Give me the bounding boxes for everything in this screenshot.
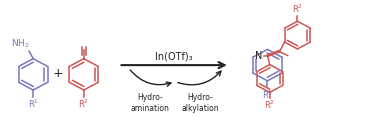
Text: R$^2$: R$^2$ (78, 97, 89, 110)
Text: In(OTf)₃: In(OTf)₃ (155, 51, 193, 61)
Text: NH$_2$: NH$_2$ (11, 38, 29, 50)
Text: R$^1$: R$^1$ (28, 97, 39, 110)
Text: R$^2$: R$^2$ (264, 99, 275, 111)
FancyArrowPatch shape (178, 71, 221, 85)
Text: Hydro-
alkylation: Hydro- alkylation (181, 93, 219, 113)
Text: Hydro-
amination: Hydro- amination (131, 93, 170, 113)
Text: R$^1$: R$^1$ (262, 88, 273, 101)
Text: +: + (53, 67, 63, 80)
Text: R$^2$: R$^2$ (292, 2, 303, 15)
Text: N: N (255, 51, 262, 61)
FancyArrowPatch shape (130, 70, 171, 86)
